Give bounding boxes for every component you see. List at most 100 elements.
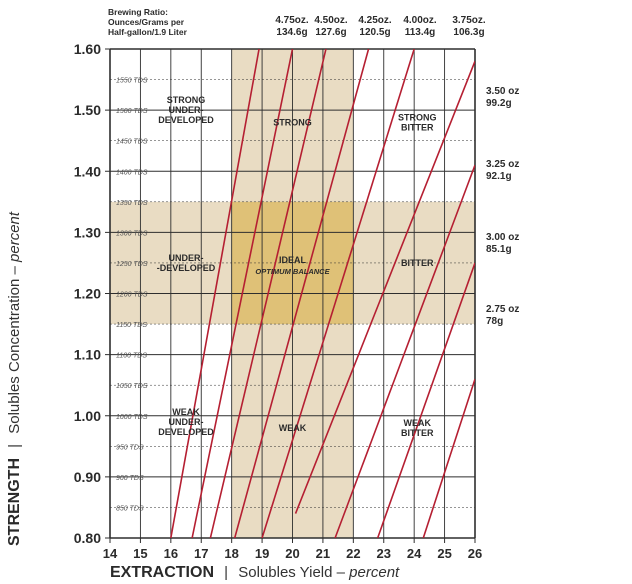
region-annotation-text: WEAK	[403, 418, 431, 428]
x-tick-label: 24	[407, 546, 422, 561]
x-tick-label: 26	[468, 546, 482, 561]
region-annotation-text: STRONG	[273, 117, 312, 127]
y-tick-label: 1.60	[74, 41, 101, 57]
x-tick-label: 16	[164, 546, 178, 561]
tds-label: 1200 TDS	[116, 292, 148, 299]
ratio-oz: 3.25 oz	[486, 159, 520, 170]
x-tick-label: 18	[224, 546, 238, 561]
x-tick-label: 25	[437, 546, 451, 561]
ratio-label-right: 2.75 oz 78g	[486, 304, 519, 328]
y-tick-label: 1.10	[74, 347, 101, 363]
y-tick-label: 0.90	[74, 469, 101, 485]
brewing-ratio-line	[209, 49, 327, 538]
brewing-ratio-lines	[170, 49, 475, 538]
brewing-ratio-label-line: Ounces/Grams per	[108, 17, 185, 27]
brewing-ratio-label-line: Half-gallon/1.9 Liter	[108, 27, 187, 37]
tds-label: 1400 TDS	[116, 169, 148, 176]
x-axis-title-bold: EXTRACTION	[110, 564, 214, 581]
region-annotation-text: UNDER-	[169, 253, 204, 263]
tds-label: 1550 TDS	[116, 78, 148, 85]
tds-label: 1350 TDS	[116, 200, 148, 207]
brewing-ratio-line	[170, 49, 260, 538]
x-tick-label: 20	[285, 546, 299, 561]
tds-label: 1000 TDS	[116, 414, 148, 421]
ratio-g: 85.1g	[486, 244, 512, 255]
region-annotation-text: BITTER	[401, 428, 434, 438]
y-tick-label: 1.20	[74, 286, 101, 302]
y-tick-label: 1.40	[74, 163, 101, 179]
ratio-g: 99.2g	[486, 98, 512, 109]
region-annotation-text: WEAK	[172, 407, 200, 417]
x-tick-labels: 14 15 16 17 18 19 20 21 22 23 24 25 26	[103, 538, 482, 561]
ratio-label-right: 3.50 oz 99.2g	[486, 86, 519, 110]
y-axis-title-text: Solubles Concentration –	[6, 266, 23, 434]
ratio-oz: 3.00 oz	[486, 232, 520, 243]
tds-label: 1500 TDS	[116, 108, 148, 115]
ratio-g: 106.3g	[453, 27, 485, 38]
x-tick-label: 22	[346, 546, 360, 561]
ratio-oz: 4.75oz.	[275, 15, 309, 26]
brewing-ratio-line	[376, 262, 475, 538]
x-tick-label: 23	[377, 546, 391, 561]
region-annotation-text: BITTER	[401, 258, 434, 268]
brewing-ratio-label: Brewing Ratio: Ounces/Grams per Half-gal…	[108, 7, 228, 37]
ratio-g: 120.5g	[359, 27, 391, 38]
ratio-label-top: 4.75oz. 134.6g	[266, 15, 318, 39]
y-tick-label: 1.50	[74, 102, 101, 118]
ratio-oz: 4.50oz.	[314, 15, 348, 26]
x-axis-title-separator: |	[224, 564, 229, 581]
ratio-label-right: 3.00 oz 85.1g	[486, 232, 519, 256]
region-annotation-text: WEAK	[279, 423, 307, 433]
region-annotation-text: OPTIMUM BALANCE	[255, 267, 330, 276]
x-tick-label: 21	[316, 546, 330, 561]
tds-label: 950 TDS	[116, 444, 144, 451]
brewing-ratio-line	[422, 378, 475, 538]
ratio-g: 78g	[486, 316, 504, 327]
tds-label: 1050 TDS	[116, 383, 148, 390]
region-annotation-text: DEVELOPED	[158, 427, 214, 437]
brewing-ratio-label-line: Brewing Ratio:	[108, 7, 168, 17]
y-axis-title-separator: |	[6, 443, 23, 448]
x-tick-label: 14	[103, 546, 118, 561]
region-annotation-text: UNDER-	[169, 105, 204, 115]
region-annotation-text: STRONG	[398, 112, 437, 122]
ratio-label-top: 4.25oz. 120.5g	[349, 15, 401, 39]
y-tick-label: 1.00	[74, 408, 101, 424]
x-tick-label: 15	[133, 546, 147, 561]
region-annotation-text: STRONG	[167, 95, 206, 105]
brewing-ratio-line	[334, 164, 475, 538]
x-axis-title-unit: percent	[349, 564, 400, 581]
ratio-g: 113.4g	[404, 27, 436, 38]
tds-label: 1300 TDS	[116, 230, 148, 237]
y-tick-label: 1.30	[74, 224, 101, 240]
ratio-oz: 4.00oz.	[403, 15, 437, 26]
region-annotation-text: DEVELOPED	[158, 115, 214, 125]
region-annotation-text: -DEVELOPED	[157, 263, 216, 273]
ratio-g: 92.1g	[486, 171, 512, 182]
ratio-oz: 3.50 oz	[486, 86, 520, 97]
y-tick-label: 0.80	[74, 530, 101, 546]
brewing-ratio-line	[191, 49, 294, 538]
tds-label: 1250 TDS	[116, 261, 148, 268]
tds-label: 900 TDS	[116, 475, 144, 482]
tds-label: 1100 TDS	[116, 353, 147, 360]
tds-label: 1450 TDS	[116, 139, 148, 146]
y-axis-title-bold: STRENGTH	[6, 458, 23, 546]
ratio-oz: 2.75 oz	[486, 304, 520, 315]
region-annotation-text: BITTER	[401, 122, 434, 132]
ratio-oz: 4.25oz.	[358, 15, 392, 26]
ratio-label-top: 4.00oz. 113.4g	[394, 15, 446, 39]
x-tick-label: 19	[255, 546, 269, 561]
ratio-label-right: 3.25 oz 92.1g	[486, 159, 519, 183]
ratio-oz: 3.75oz.	[452, 15, 486, 26]
brewing-ratio-line	[294, 60, 475, 514]
tds-tick-labels: 850 TDS 900 TDS 950 TDS 1000 TDS 1050 TDS 110…	[116, 78, 148, 513]
x-axis-title: EXTRACTION | Solubles Yield – percent	[110, 564, 399, 582]
tds-label: 850 TDS	[116, 505, 144, 512]
y-axis-title-unit: percent	[6, 211, 23, 262]
brewing-ratio-line	[261, 49, 415, 538]
region-annotation-text: IDEAL	[279, 255, 307, 265]
region-annotation-text: UNDER-	[169, 417, 204, 427]
